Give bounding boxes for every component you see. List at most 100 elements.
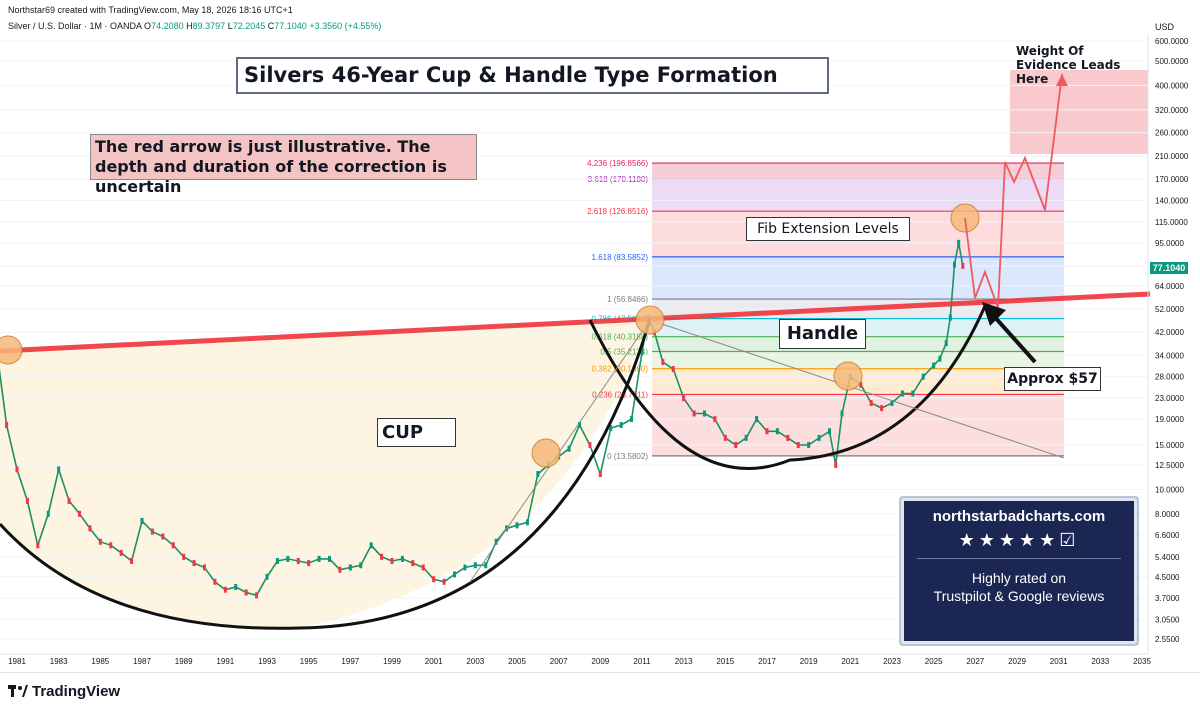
- price-tick-label: 28.0000: [1155, 373, 1184, 382]
- fib-level-label: 0.236 (23.7911): [592, 390, 648, 399]
- handle-curve: [588, 305, 987, 470]
- price-tick-label: 10.0000: [1155, 485, 1184, 494]
- price-tick-label: 115.0000: [1155, 218, 1188, 227]
- price-tick-label: 8.0000: [1155, 510, 1180, 519]
- price-tick-label: 600.0000: [1155, 37, 1189, 46]
- highlight-circle: [0, 335, 23, 365]
- chart-header: Northstar69 created with TradingView.com…: [0, 0, 1200, 34]
- price-candle: [369, 542, 373, 549]
- price-candle: [494, 538, 498, 545]
- time-tick-label: 2027: [966, 657, 984, 666]
- time-tick-label: 2003: [466, 657, 484, 666]
- price-tick-label: 4.5000: [1155, 573, 1180, 582]
- price-candle: [703, 410, 706, 417]
- price-candle: [5, 422, 9, 429]
- price-candle: [67, 497, 71, 504]
- price-tick-label: 42.0000: [1155, 328, 1184, 337]
- price-candle: [911, 390, 915, 397]
- price-candle: [630, 416, 634, 423]
- price-candle: [203, 564, 206, 571]
- price-candle: [213, 578, 217, 585]
- price-candle: [723, 434, 727, 441]
- fib-extension-label: Fib Extension Levels: [746, 217, 910, 241]
- price-candle: [150, 528, 154, 535]
- promo-rated-line2: Trustpilot & Google reviews: [933, 588, 1105, 604]
- cup-label: CUP: [377, 418, 456, 447]
- price-candle: [348, 564, 352, 571]
- price-tick-label: 5.4000: [1155, 553, 1180, 562]
- price-candle: [25, 497, 29, 504]
- promo-site[interactable]: northstarbadcharts.com: [932, 508, 1106, 525]
- fib-level-label: 4.236 (196.8566): [587, 159, 648, 168]
- time-tick-label: 2011: [633, 657, 651, 666]
- price-candle: [900, 390, 904, 397]
- price-candle: [744, 434, 748, 441]
- price-tick-label: 19.0000: [1155, 415, 1184, 424]
- time-tick-label: 2033: [1091, 657, 1109, 666]
- drawings-layer: [0, 73, 1151, 630]
- symbol-text[interactable]: Silver / U.S. Dollar · 1M · OANDA: [8, 21, 142, 31]
- approx-price-label: Approx $57: [1004, 367, 1101, 391]
- promo-rated-line1: Highly rated on: [971, 570, 1067, 586]
- approx-arrow: [990, 312, 1037, 364]
- price-tick-label: 34.0000: [1155, 351, 1184, 360]
- rating-stars-icon: ★★★★★☑: [958, 530, 1080, 550]
- price-candle: [807, 441, 811, 448]
- price-candle: [859, 381, 863, 388]
- price-candle: [840, 410, 844, 417]
- price-candle: [171, 542, 175, 549]
- price-tick-label: 210.0000: [1155, 152, 1189, 161]
- tradingview-logo[interactable]: TradingView: [8, 683, 120, 700]
- time-tick-label: 2017: [758, 657, 776, 666]
- price-candle: [338, 566, 342, 573]
- price-candle: [46, 510, 50, 517]
- cup-curve: [0, 318, 652, 630]
- time-tick-label: 2007: [550, 657, 568, 666]
- low-label: L: [227, 21, 233, 31]
- price-candle: [786, 434, 790, 441]
- price-tick-label: 170.0000: [1155, 175, 1189, 184]
- price-candle: [463, 564, 467, 571]
- highlight-circle: [531, 438, 561, 468]
- price-tick-label: 140.0000: [1155, 196, 1189, 205]
- price-candle: [265, 573, 269, 580]
- axis-layer: 600.0000 500.0000 400.0000 320.0000 260.0000…: [0, 34, 1189, 666]
- price-candle: [119, 549, 123, 556]
- price-candle: [515, 522, 519, 529]
- price-candle: [484, 562, 488, 569]
- high-label: H: [186, 21, 193, 31]
- price-candle: [640, 349, 644, 356]
- last-price-tag: 77.1040: [1150, 262, 1188, 274]
- fib-band: [652, 179, 1064, 212]
- price-candle: [578, 422, 581, 429]
- handle-label: Handle: [779, 319, 866, 349]
- time-tick-label: 1995: [300, 657, 318, 666]
- price-candle: [588, 441, 592, 448]
- fib-level-label: 0.5 (35.2134): [600, 348, 648, 357]
- time-tick-label: 1999: [383, 657, 401, 666]
- fib-level-label: 2.618 (126.8516): [587, 207, 648, 216]
- price-tick-label: 260.0000: [1155, 129, 1189, 138]
- price-candle: [255, 592, 259, 599]
- price-tick-label: 23.0000: [1155, 394, 1184, 403]
- time-tick-label: 1981: [8, 657, 26, 666]
- fib-level-label: 0.382 (30.1080): [592, 365, 649, 374]
- promo-divider: [917, 558, 1121, 559]
- tradingview-brand: TradingView: [32, 683, 121, 700]
- price-candle: [57, 466, 61, 473]
- price-chart[interactable]: 4.236 (196.8566)3.618 (170.1180)2.618 (1…: [0, 34, 1200, 672]
- price-candle: [130, 557, 134, 564]
- price-candle: [78, 510, 81, 517]
- price-candle: [921, 373, 925, 380]
- fib-level-label: 0 (13.5802): [607, 452, 648, 461]
- price-tick-label: 3.7000: [1155, 594, 1180, 603]
- cup-fill-area: [0, 319, 650, 629]
- price-candle: [88, 525, 92, 532]
- price-tick-label: 500.0000: [1155, 57, 1189, 66]
- footer: TradingView: [0, 672, 1200, 711]
- price-candle: [421, 564, 425, 571]
- promo-card[interactable]: northstarbadcharts.com ★★★★★☑ Highly rat…: [899, 496, 1139, 646]
- price-candle: [109, 542, 113, 549]
- price-tick-label: 2.5500: [1155, 635, 1180, 644]
- price-candle: [682, 395, 686, 402]
